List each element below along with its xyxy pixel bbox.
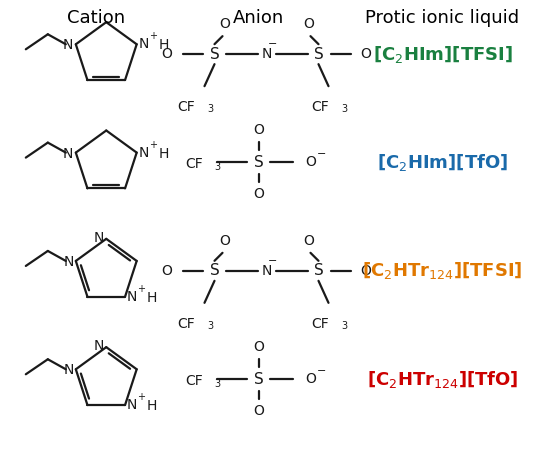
Text: Cation: Cation — [67, 9, 125, 27]
Text: N: N — [139, 146, 149, 160]
Text: O: O — [305, 155, 316, 170]
Text: [C$_2$HTr$_{124}$][TFSI]: [C$_2$HTr$_{124}$][TFSI] — [362, 260, 522, 281]
Text: O: O — [360, 47, 371, 61]
Text: H: H — [159, 146, 169, 161]
Text: O: O — [219, 234, 230, 248]
Text: CF: CF — [178, 317, 195, 331]
Text: S: S — [210, 47, 219, 62]
Text: O: O — [253, 123, 264, 138]
Text: −: − — [316, 366, 326, 376]
Text: O: O — [253, 404, 264, 418]
Text: N: N — [127, 290, 138, 304]
Text: CF: CF — [312, 100, 329, 114]
Text: S: S — [314, 263, 323, 278]
Text: +: + — [148, 31, 157, 41]
Text: [C$_2$HIm][TFSI]: [C$_2$HIm][TFSI] — [372, 44, 513, 65]
Text: −: − — [268, 39, 277, 49]
Text: 3: 3 — [214, 162, 221, 172]
Text: CF: CF — [185, 157, 202, 171]
Text: N: N — [63, 146, 73, 161]
Text: O: O — [162, 264, 173, 278]
Text: S: S — [314, 47, 323, 62]
Text: O: O — [303, 17, 314, 31]
Text: 3: 3 — [342, 321, 348, 331]
Text: +: + — [137, 284, 145, 294]
Text: CF: CF — [312, 317, 329, 331]
Text: CF: CF — [185, 374, 202, 388]
Text: O: O — [360, 264, 371, 278]
Text: H: H — [147, 399, 157, 413]
Text: O: O — [303, 234, 314, 248]
Text: N: N — [63, 38, 73, 52]
Text: S: S — [254, 155, 263, 170]
Text: S: S — [210, 263, 219, 278]
Text: N: N — [127, 398, 138, 412]
Text: H: H — [159, 38, 169, 52]
Text: [C$_2$HIm][TfO]: [C$_2$HIm][TfO] — [377, 152, 508, 173]
Text: O: O — [253, 187, 264, 202]
Text: 3: 3 — [207, 104, 213, 114]
Text: N: N — [139, 37, 149, 51]
Text: CF: CF — [178, 100, 195, 114]
Text: N: N — [64, 363, 74, 377]
Text: 3: 3 — [214, 379, 221, 389]
Text: +: + — [148, 139, 157, 150]
Text: O: O — [162, 47, 173, 61]
Text: +: + — [137, 392, 145, 402]
Text: O: O — [305, 372, 316, 386]
Text: N: N — [64, 255, 74, 269]
Text: −: − — [268, 256, 277, 266]
Text: Anion: Anion — [233, 9, 284, 27]
Text: N: N — [261, 264, 272, 278]
Text: S: S — [254, 372, 263, 387]
Text: 3: 3 — [207, 321, 213, 331]
Text: 3: 3 — [342, 104, 348, 114]
Text: N: N — [94, 339, 104, 353]
Text: H: H — [147, 291, 157, 305]
Text: N: N — [261, 47, 272, 61]
Text: O: O — [219, 17, 230, 31]
Text: [C$_2$HTr$_{124}$][TfO]: [C$_2$HTr$_{124}$][TfO] — [367, 369, 518, 390]
Text: O: O — [253, 340, 264, 354]
Text: N: N — [94, 231, 104, 245]
Text: Protic ionic liquid: Protic ionic liquid — [365, 9, 520, 27]
Text: −: − — [316, 149, 326, 160]
